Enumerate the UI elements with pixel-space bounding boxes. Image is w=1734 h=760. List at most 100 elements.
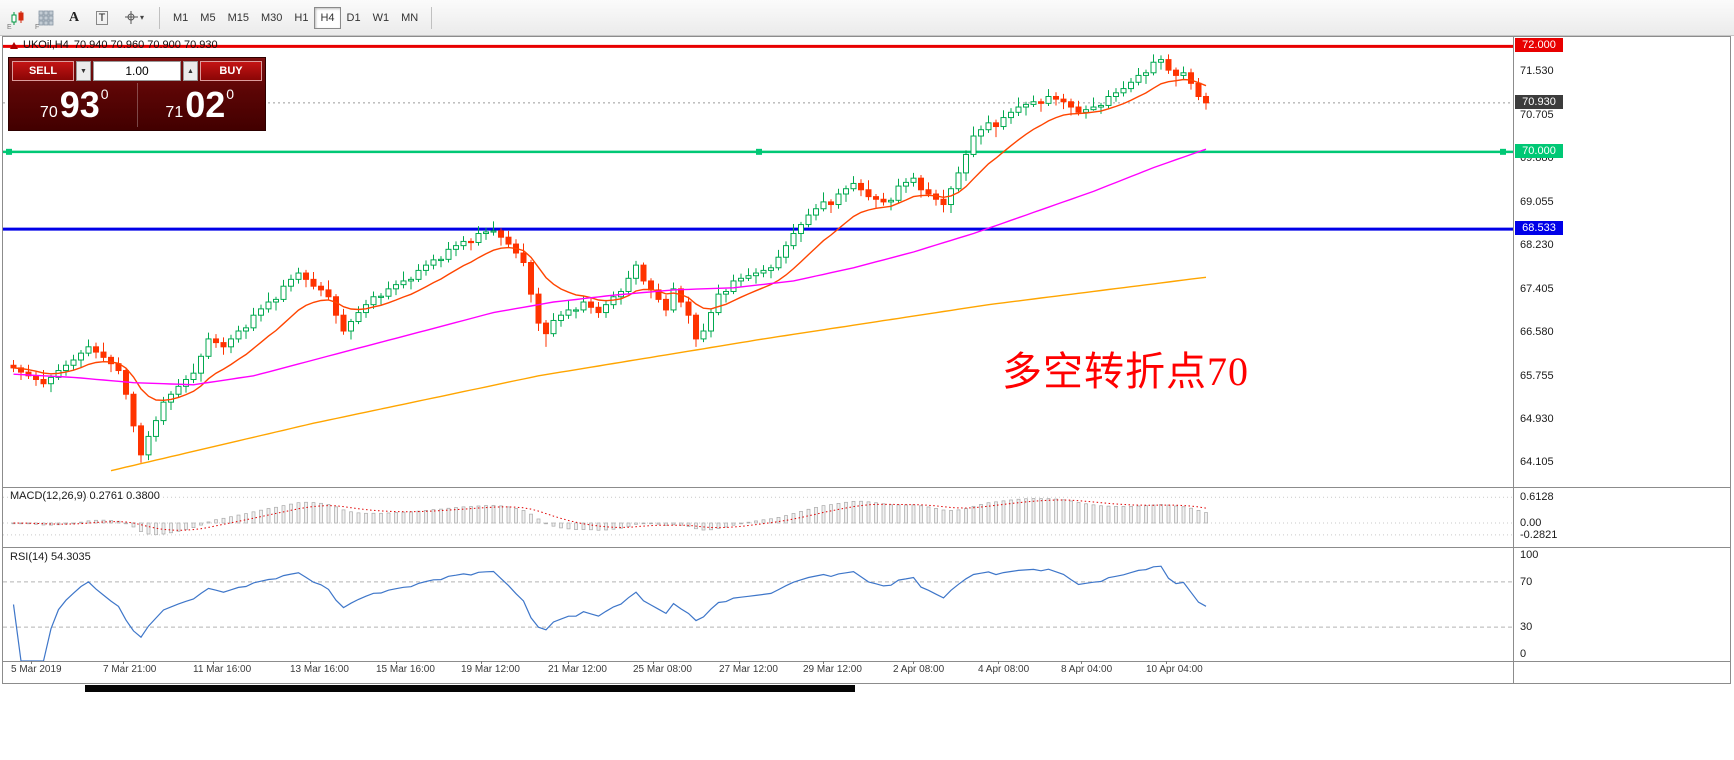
rsi-scale-label: 70 (1520, 575, 1533, 588)
time-axis-label: 25 Mar 08:00 (633, 664, 692, 675)
time-axis-tick (1081, 661, 1082, 664)
timeframe-button-m1[interactable]: M1 (167, 7, 194, 29)
time-axis-label: 2 Apr 08:00 (893, 664, 945, 675)
volume-input[interactable] (93, 61, 181, 81)
crosshair-icon (124, 11, 138, 24)
time-axis-tick (739, 661, 740, 664)
buy-price-prefix: 71 (165, 104, 184, 121)
grid-glyph-icon (38, 10, 54, 25)
chevron-down-icon: ▾ (139, 13, 144, 22)
price-axis-tick: 67.405 (1520, 282, 1554, 295)
crosshair-tool-icon[interactable]: ▾ (117, 5, 151, 31)
time-axis-tick (568, 661, 569, 664)
timeframe-button-group: M1 M5 M15 M30 H1 H4 D1 W1 MN (167, 6, 424, 29)
time-axis-tick (1166, 661, 1167, 664)
text-box-icon[interactable]: T (89, 5, 115, 31)
current-price-badge: 70.930 (1515, 94, 1563, 109)
timeframe-button-h1[interactable]: H1 (288, 7, 314, 29)
macd-indicator-title: MACD(12,26,9) 0.2761 0.3800 (10, 490, 160, 502)
price-level-badge: 70.000 (1515, 143, 1563, 158)
sell-price-sup: 0 (100, 86, 109, 102)
trade-panel-controls: SELL ▼ ▲ BUY (12, 61, 262, 81)
timeframe-button-mn[interactable]: MN (395, 7, 424, 29)
toolbar-separator (159, 6, 160, 29)
one-click-trading-panel: SELL ▼ ▲ BUY 70 93 0 71 02 0 (8, 57, 266, 131)
icon-badge: E (7, 23, 12, 31)
timeframe-button-d1[interactable]: D1 (341, 7, 367, 29)
letter-t-icon: T (95, 10, 109, 25)
price-axis-tick: 69.055 (1520, 195, 1554, 208)
time-axis-label: 15 Mar 16:00 (376, 664, 435, 675)
panel-splitter-rsi[interactable] (3, 547, 1730, 548)
time-axis-label: 10 Apr 04:00 (1146, 664, 1203, 675)
buy-price-button[interactable]: 71 02 0 (138, 83, 263, 127)
price-axis-tick: 71.530 (1520, 65, 1554, 78)
axis-divider (1513, 37, 1514, 683)
time-axis-tick (653, 661, 654, 664)
time-axis-tick (310, 661, 311, 664)
horizontal-scrollbar[interactable] (85, 685, 855, 692)
rsi-scale-label: 30 (1520, 621, 1533, 634)
grid-icon[interactable]: F (33, 5, 59, 31)
time-axis-tick (396, 661, 397, 664)
price-axis-tick: 70.705 (1520, 108, 1554, 121)
text-label-icon[interactable]: A (61, 5, 87, 31)
icon-badge: F (35, 23, 40, 31)
timeframe-button-w1[interactable]: W1 (367, 7, 396, 29)
price-axis-tick: 68.230 (1520, 239, 1554, 252)
rsi-scale-label: 0 (1520, 648, 1527, 660)
toolbar-separator (431, 6, 433, 29)
time-axis-label: 13 Mar 16:00 (290, 664, 349, 675)
time-axis-border (3, 661, 1730, 662)
panel-splitter-macd[interactable] (3, 487, 1730, 488)
sell-price-prefix: 70 (39, 104, 58, 121)
macd-scale-label: 0.6128 (1520, 491, 1554, 504)
time-axis-label: 11 Mar 16:00 (193, 664, 252, 675)
symbol-ohlc-values: 70.940 70.960 70.900 70.930 (73, 39, 218, 51)
time-axis-label: 21 Mar 12:00 (548, 664, 607, 675)
price-axis-tick: 65.755 (1520, 369, 1554, 382)
time-axis-label: 5 Mar 2019 (11, 664, 62, 675)
candles-icon (11, 10, 24, 25)
buy-price-main: 02 (185, 84, 226, 125)
sell-button[interactable]: SELL (12, 61, 74, 81)
price-level-badge: 72.000 (1515, 38, 1563, 53)
time-axis-tick (123, 661, 124, 664)
macd-scale-label: 0.00 (1520, 517, 1542, 529)
timeframe-button-m15[interactable]: M15 (222, 7, 255, 29)
toolbar: E F A T ▾ M1 M5 M15 M30 H1 H4 D1 W1 MN (0, 0, 1734, 36)
time-axis-label: 4 Apr 08:00 (978, 664, 1030, 675)
main-chart-canvas[interactable] (3, 38, 1513, 487)
time-axis-label: 7 Mar 21:00 (103, 664, 157, 675)
sell-price-button[interactable]: 70 93 0 (12, 83, 138, 127)
rsi-panel-canvas[interactable] (3, 548, 1513, 661)
chart-candles-edit-icon[interactable]: E (5, 5, 31, 31)
time-axis-tick (31, 661, 32, 664)
rsi-indicator-title: RSI(14) 54.3035 (10, 551, 91, 563)
timeframe-button-h4[interactable]: H4 (314, 6, 341, 29)
buy-button[interactable]: BUY (200, 61, 262, 81)
time-axis-label: 8 Apr 04:00 (1061, 664, 1113, 675)
sell-price-main: 93 (59, 84, 100, 125)
price-axis[interactable] (1514, 37, 1730, 682)
volume-decrease-button[interactable]: ▼ (76, 61, 91, 81)
volume-increase-button[interactable]: ▲ (183, 61, 198, 81)
price-level-badge: 68.533 (1515, 221, 1563, 236)
time-axis-tick (481, 661, 482, 664)
time-axis-tick (998, 661, 999, 664)
chart-window (2, 36, 1731, 684)
price-axis-tick: 66.580 (1520, 326, 1554, 339)
time-axis-tick (913, 661, 914, 664)
macd-scale-label: -0.2821 (1520, 528, 1558, 541)
chart-annotation-text: 多空转折点70 (1002, 349, 1249, 394)
timeframe-button-m30[interactable]: M30 (255, 7, 288, 29)
trade-panel-prices: 70 93 0 71 02 0 (12, 83, 262, 127)
time-axis-label: 27 Mar 12:00 (719, 664, 778, 675)
timeframe-button-m5[interactable]: M5 (194, 7, 221, 29)
letter-a-icon: A (68, 9, 80, 25)
macd-panel-canvas[interactable] (3, 488, 1513, 547)
symbol-marker-icon (10, 41, 18, 49)
buy-price-sup: 0 (226, 86, 235, 102)
price-axis-tick: 64.105 (1520, 456, 1554, 469)
symbol-ohlc-bar: UKOil,H4 70.940 70.960 70.900 70.930 (10, 39, 218, 51)
